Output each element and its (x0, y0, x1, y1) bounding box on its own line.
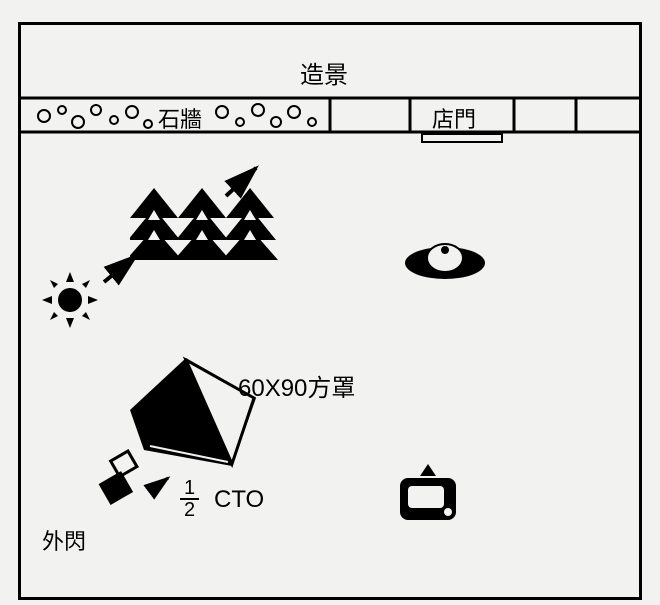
external-flash-label: 外閃 (42, 524, 86, 556)
camera-icon (392, 462, 464, 532)
cto-label: CTO (214, 486, 264, 514)
cto-fraction-den: 2 (180, 500, 199, 520)
flash-icon (86, 442, 156, 512)
softbox-label: 60X90方罩 (238, 368, 355, 403)
cto-fraction: 1 2 (180, 478, 199, 520)
softbox-icon (0, 0, 660, 605)
cto-fraction-num: 1 (180, 478, 199, 500)
diagram-canvas: 造景 石牆 店門 (0, 0, 660, 605)
